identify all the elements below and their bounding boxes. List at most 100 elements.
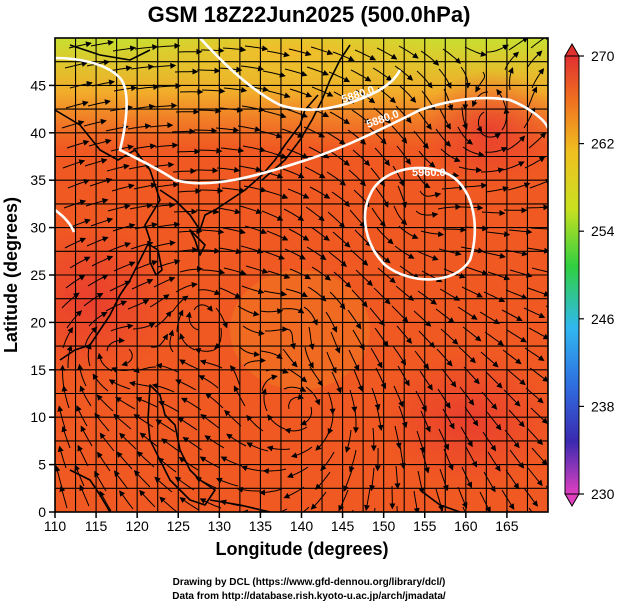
streamline — [83, 118, 107, 127]
streamline — [130, 240, 154, 250]
streamline — [238, 345, 260, 358]
streamline — [414, 170, 431, 188]
streamline — [135, 396, 158, 408]
asia-coastline — [55, 109, 161, 361]
streamline — [181, 397, 202, 411]
streamline — [86, 236, 109, 247]
streamline — [178, 456, 199, 471]
streamline — [201, 87, 226, 94]
streamline — [158, 401, 180, 413]
streamline — [458, 346, 476, 364]
streamline — [372, 247, 391, 264]
streamline — [265, 326, 289, 333]
warm-region-west — [55, 220, 180, 380]
streamline — [222, 227, 246, 235]
streamline — [395, 105, 412, 124]
streamline — [240, 245, 264, 254]
streamline — [155, 419, 176, 433]
streamline — [262, 70, 286, 78]
streamline — [216, 166, 241, 173]
streamline — [131, 103, 156, 110]
streamline — [266, 445, 291, 452]
colorbar-tick-label: 246 — [591, 311, 615, 327]
streamline — [243, 357, 266, 367]
streamline — [198, 147, 223, 154]
streamline — [222, 46, 247, 53]
streamline — [281, 307, 305, 314]
streamline — [288, 393, 305, 410]
streamline — [135, 260, 158, 270]
streamline — [482, 431, 497, 452]
streamline — [179, 266, 204, 273]
streamline — [62, 326, 74, 349]
streamline — [415, 390, 427, 412]
streamline — [174, 476, 195, 491]
streamline — [237, 125, 261, 133]
streamline — [503, 389, 521, 407]
streamline — [375, 187, 389, 208]
borneo-coast — [69, 469, 111, 512]
y-tick-label: 35 — [30, 172, 46, 188]
streamline — [267, 270, 291, 279]
warm-region-southeast — [380, 350, 548, 490]
streamline — [111, 367, 135, 373]
streamline — [397, 365, 410, 387]
streamline — [217, 207, 241, 215]
streamline — [440, 148, 461, 162]
y-tick-label: 10 — [30, 409, 46, 425]
streamline — [224, 409, 242, 427]
streamline — [159, 496, 178, 512]
streamline — [198, 375, 219, 389]
streamline — [479, 311, 500, 325]
x-tick-label: 155 — [413, 518, 437, 534]
streamline — [420, 230, 445, 238]
streamline — [97, 451, 111, 472]
streamline — [85, 343, 92, 367]
streamline — [267, 414, 286, 430]
streamline — [309, 366, 323, 387]
streamline — [113, 470, 129, 490]
streamline — [85, 198, 109, 207]
streamline — [526, 247, 548, 254]
streamline — [486, 411, 502, 431]
streamline — [195, 477, 217, 489]
streamline — [262, 250, 285, 260]
streamline — [457, 486, 468, 509]
warm-region-northeast — [420, 70, 548, 190]
streamline — [99, 432, 115, 452]
streamline — [201, 268, 226, 275]
streamline — [326, 351, 337, 374]
x-axis-ticks: 110 115 120 125 130 135 140 145 150 155 160 165 — [44, 512, 519, 534]
streamline — [306, 246, 327, 261]
streamline — [129, 202, 153, 210]
streamline — [485, 186, 509, 193]
streamline — [371, 207, 386, 227]
streamline — [57, 445, 67, 469]
streamline — [306, 66, 329, 76]
streamline — [530, 38, 548, 49]
streamline — [370, 427, 377, 452]
streamline — [413, 490, 420, 512]
streamline — [151, 383, 175, 393]
streamline — [349, 209, 366, 228]
streamline — [288, 48, 312, 57]
streamline — [545, 305, 548, 308]
streamline — [376, 407, 384, 431]
streamline — [483, 291, 506, 303]
streamline — [304, 346, 314, 369]
streamline — [176, 148, 201, 155]
streamline — [109, 280, 132, 292]
streamline — [285, 108, 308, 118]
streamline — [460, 66, 471, 89]
streamline — [246, 414, 264, 432]
streamline — [197, 289, 221, 295]
streamline — [531, 267, 548, 273]
taiwan-coast — [149, 244, 163, 276]
y-tick-label: 30 — [30, 220, 46, 236]
streamline — [177, 188, 202, 194]
streamline — [553, 34, 572, 47]
streamline — [528, 507, 533, 512]
streamline — [87, 274, 109, 287]
streamline — [310, 491, 327, 510]
streamline — [289, 88, 313, 98]
